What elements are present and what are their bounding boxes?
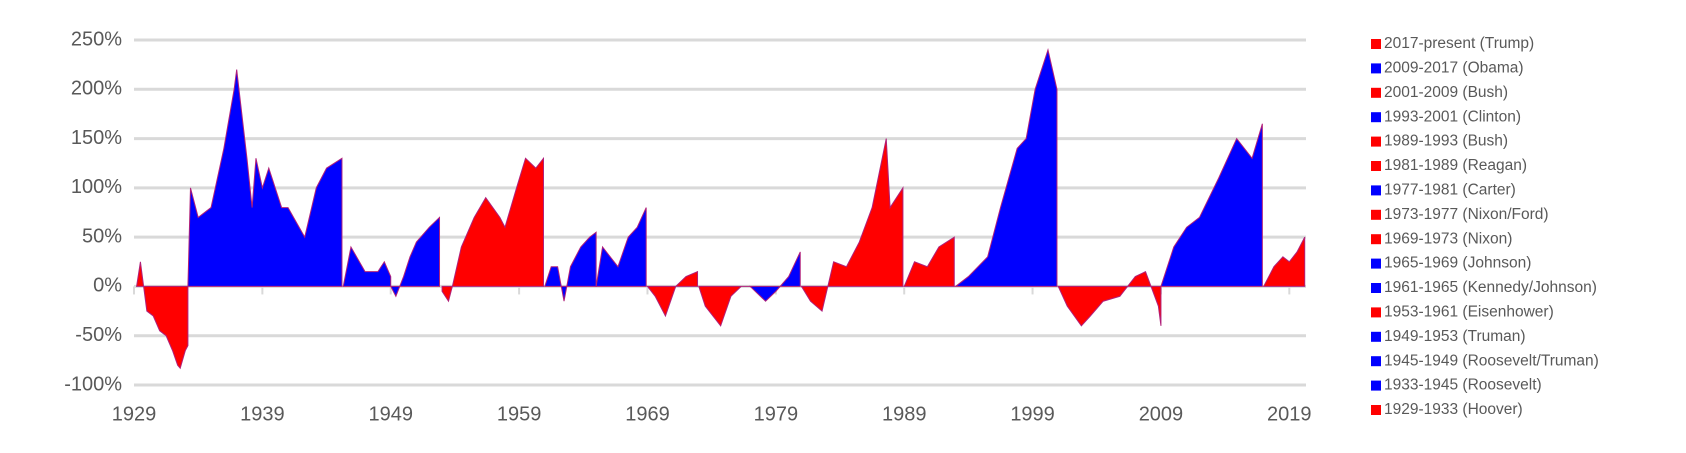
area [1262, 236, 1306, 287]
legend-swatch [1371, 209, 1381, 220]
legend-swatch [1371, 136, 1381, 147]
legend-label: 1945-1949 (Roosevelt/Truman) [1384, 352, 1599, 369]
legend-label: 2017-present (Trump) [1384, 35, 1534, 52]
x-tick-label: 1969 [625, 403, 670, 425]
x-tick-label: 1939 [240, 403, 285, 425]
y-tick-label: 0% [93, 275, 122, 297]
y-tick-label: 150% [71, 127, 122, 149]
legend-swatch [1371, 380, 1381, 391]
legend-label: 1989-1993 (Bush) [1384, 133, 1508, 150]
area [544, 231, 597, 302]
area [441, 156, 544, 303]
x-tick-label: 2019 [1267, 403, 1312, 425]
y-tick-label: 100% [71, 176, 122, 198]
legend-label: 1953-1961 (Eisenhower) [1384, 303, 1554, 320]
area [646, 270, 699, 318]
area [903, 236, 955, 287]
legend-swatch [1371, 331, 1381, 342]
legend-swatch [1371, 112, 1381, 123]
legend-label: 1961-1965 (Kennedy/Johnson) [1384, 279, 1597, 296]
legend-swatch [1371, 356, 1381, 367]
area [342, 245, 392, 287]
legend-label: 1993-2001 (Clinton) [1384, 108, 1521, 125]
area [389, 216, 441, 298]
area [1057, 270, 1162, 327]
x-tick-label: 1989 [882, 403, 927, 425]
y-tick-label: -50% [75, 324, 122, 346]
y-tick-label: 50% [82, 225, 122, 247]
x-tick-label: 1959 [497, 403, 542, 425]
legend-label: 1973-1977 (Nixon/Ford) [1384, 206, 1549, 223]
area [748, 251, 801, 302]
legend-swatch [1371, 63, 1381, 74]
legend-label: 1933-1945 (Roosevelt) [1384, 377, 1542, 394]
legend-swatch [1371, 161, 1381, 171]
y-tick-label: 250% [71, 28, 122, 50]
y-tick-label: 200% [71, 78, 122, 100]
x-tick-label: 1999 [1010, 403, 1055, 425]
legend-label: 1929-1933 (Hoover) [1384, 401, 1523, 418]
legend-label: 1981-1989 (Reagan) [1384, 157, 1527, 174]
legend-swatch [1371, 185, 1381, 196]
area [187, 69, 343, 287]
area [595, 207, 647, 287]
x-tick-label: 1929 [112, 403, 157, 425]
area [954, 47, 1058, 287]
y-tick-label: -100% [64, 373, 122, 395]
legend-swatch [1371, 307, 1381, 318]
x-tick-label: 2009 [1139, 403, 1184, 425]
legend-label: 1949-1953 (Truman) [1384, 328, 1526, 345]
legend-label: 2001-2009 (Bush) [1384, 84, 1508, 101]
area [800, 138, 904, 312]
legend-label: 2009-2017 (Obama) [1384, 59, 1524, 76]
x-tick-label: 1949 [368, 403, 413, 425]
legend-label: 1977-1981 (Carter) [1384, 181, 1516, 198]
x-tick-label: 1979 [754, 403, 799, 425]
legend-swatch [1371, 87, 1381, 98]
legend-label: 1969-1973 (Nixon) [1384, 230, 1512, 247]
legend-swatch [1371, 234, 1381, 245]
area [135, 261, 189, 370]
legend-label: 1965-1969 (Johnson) [1384, 255, 1531, 272]
legend-swatch [1371, 258, 1381, 269]
area [1160, 123, 1263, 287]
legend-swatch [1371, 405, 1381, 415]
legend-swatch [1371, 283, 1381, 293]
area [698, 285, 751, 327]
legend-swatch [1371, 39, 1381, 49]
